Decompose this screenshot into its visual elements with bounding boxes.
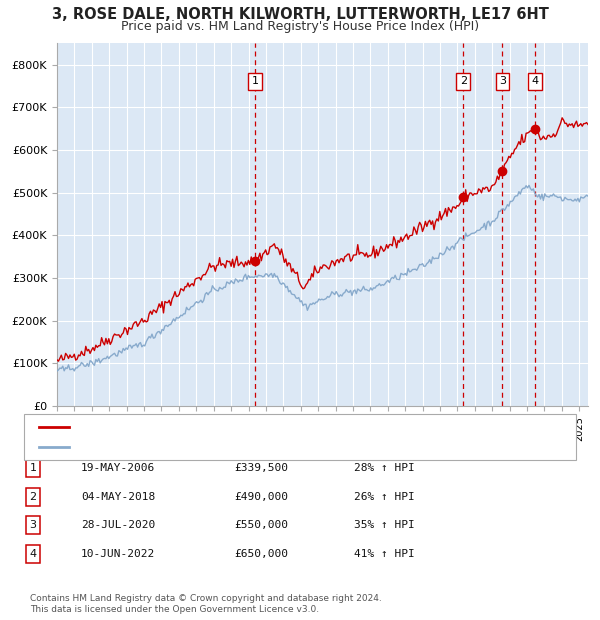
Text: 3, ROSE DALE, NORTH KILWORTH, LUTTERWORTH, LE17 6HT: 3, ROSE DALE, NORTH KILWORTH, LUTTERWORT… (52, 7, 548, 22)
Text: 3, ROSE DALE, NORTH KILWORTH, LUTTERWORTH, LE17 6HT (detached house): 3, ROSE DALE, NORTH KILWORTH, LUTTERWORT… (75, 422, 503, 433)
Text: 2: 2 (460, 76, 467, 86)
Text: Contains HM Land Registry data © Crown copyright and database right 2024.
This d: Contains HM Land Registry data © Crown c… (30, 595, 382, 614)
Text: HPI: Average price, detached house, Harborough: HPI: Average price, detached house, Harb… (75, 442, 343, 452)
Text: 19-MAY-2006: 19-MAY-2006 (81, 463, 155, 473)
Text: 35% ↑ HPI: 35% ↑ HPI (354, 520, 415, 530)
Text: £490,000: £490,000 (234, 492, 288, 502)
Text: 28-JUL-2020: 28-JUL-2020 (81, 520, 155, 530)
Text: 4: 4 (531, 76, 538, 86)
Text: 1: 1 (29, 463, 37, 473)
Text: 1: 1 (251, 76, 259, 86)
Text: £650,000: £650,000 (234, 549, 288, 559)
Text: 3: 3 (29, 520, 37, 530)
Text: 10-JUN-2022: 10-JUN-2022 (81, 549, 155, 559)
Text: £550,000: £550,000 (234, 520, 288, 530)
Text: 4: 4 (29, 549, 37, 559)
Text: 41% ↑ HPI: 41% ↑ HPI (354, 549, 415, 559)
Text: Price paid vs. HM Land Registry's House Price Index (HPI): Price paid vs. HM Land Registry's House … (121, 20, 479, 33)
Text: 3: 3 (499, 76, 506, 86)
Text: £339,500: £339,500 (234, 463, 288, 473)
Text: 26% ↑ HPI: 26% ↑ HPI (354, 492, 415, 502)
Text: 2: 2 (29, 492, 37, 502)
Text: 28% ↑ HPI: 28% ↑ HPI (354, 463, 415, 473)
Text: 04-MAY-2018: 04-MAY-2018 (81, 492, 155, 502)
